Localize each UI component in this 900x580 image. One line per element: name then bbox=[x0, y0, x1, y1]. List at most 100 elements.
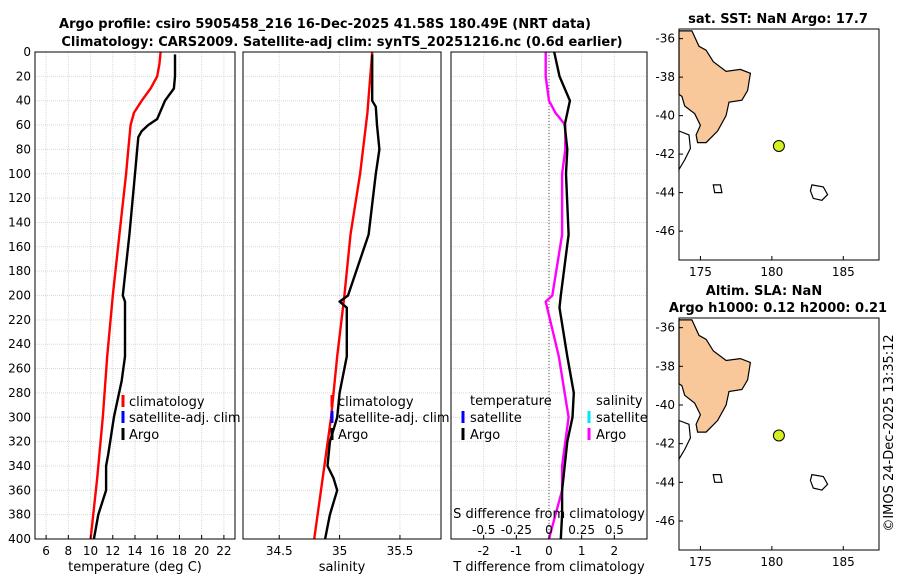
map-sla-axes-box bbox=[678, 317, 880, 551]
map-sla-panel: Altim. SLA: NaN Argo h1000: 0.12 h2000: … bbox=[655, 284, 887, 569]
map-lat-tick-label: -40 bbox=[655, 398, 675, 412]
difference-lines bbox=[544, 51, 575, 540]
depth-tick-label: 380 bbox=[8, 508, 31, 522]
map-lat-tick-label: -38 bbox=[655, 359, 675, 373]
legend-title-salinity: salinity bbox=[596, 394, 643, 409]
temperature-lines bbox=[89, 51, 177, 540]
series-line-t-difference bbox=[544, 52, 570, 540]
x-tick-label: 2 bbox=[611, 544, 619, 558]
depth-tick-label: 20 bbox=[16, 69, 31, 83]
salinity-legend: climatology satellite-adj. clim Argo bbox=[330, 395, 450, 443]
x-tick-label: 35.5 bbox=[387, 544, 414, 558]
depth-tick-label: 400 bbox=[8, 532, 31, 546]
x-tick-label: 0 bbox=[545, 544, 553, 558]
map-sla-tick-labels: 175 180 185 -36 -38 -40 -42 -44 -46 bbox=[655, 321, 854, 569]
temperature-tick-labels: 6 8 10 12 14 16 18 20 22 bbox=[42, 535, 232, 558]
map-sst-marks bbox=[772, 140, 785, 152]
depth-tick-label: 340 bbox=[8, 459, 31, 473]
difference-legend-temperature: temperature satellite Argo bbox=[461, 394, 552, 443]
figure-title-line1: Argo profile: csiro 5905458_216 16-Dec-2… bbox=[59, 17, 591, 32]
map-lat-tick-label: -46 bbox=[655, 224, 675, 238]
legend-title-temperature: temperature bbox=[470, 394, 552, 409]
land-small-island bbox=[712, 184, 723, 194]
x-tick-label: 6 bbox=[42, 544, 50, 558]
series-line-salinity-climatology bbox=[313, 51, 374, 540]
depth-tick-label: 220 bbox=[8, 313, 31, 327]
series-line-temperature-climatology bbox=[89, 51, 162, 540]
argo-float-position-marker bbox=[772, 429, 785, 442]
depth-tick-label: 200 bbox=[8, 289, 31, 303]
s-diff-tick-label: 0 bbox=[545, 523, 553, 537]
map-lat-tick-label: -42 bbox=[655, 437, 675, 451]
s-diff-tick-label: 0.5 bbox=[605, 523, 624, 537]
series-line-s-difference bbox=[553, 51, 575, 540]
x-tick-label: 22 bbox=[216, 544, 231, 558]
legend-label-satellite: satellite-adj. clim bbox=[129, 411, 241, 426]
depth-tick-labels: 0 20 40 60 80 100 120 140 160 180 200 220 240 260 280 3… bbox=[8, 45, 31, 546]
x-tick-label: 34.5 bbox=[266, 544, 293, 558]
temperature-xlabel: temperature (deg C) bbox=[68, 560, 202, 575]
map-sst-panel: sat. SST: NaN Argo: 17.7 175 180 185 -36 -38… bbox=[655, 12, 880, 279]
legend-label-temperature-satellite: satellite bbox=[470, 411, 522, 426]
land-chatham-islands bbox=[809, 473, 829, 491]
x-tick-label: -1 bbox=[510, 544, 522, 558]
series-line-temperature-argo bbox=[92, 54, 177, 540]
map-lat-tick-label: -38 bbox=[655, 70, 675, 84]
t-difference-tick-labels: -2 -1 0 1 2 bbox=[478, 535, 618, 558]
depth-tick-label: 180 bbox=[8, 264, 31, 278]
temperature-panel: 0 20 40 60 80 100 120 140 160 180 200 220 240 260 280 3… bbox=[8, 45, 241, 575]
salinity-tick-labels: 34.5 35 35.5 bbox=[266, 535, 413, 558]
x-tick-label: 1 bbox=[578, 544, 586, 558]
depth-tick-label: 280 bbox=[8, 386, 31, 400]
depth-tick-label: 80 bbox=[16, 142, 31, 156]
land-north-island bbox=[678, 30, 752, 144]
legend-label-temperature-argo: Argo bbox=[470, 428, 500, 443]
map-lat-tick-label: -44 bbox=[655, 186, 675, 200]
legend-label-climatology: climatology bbox=[338, 395, 414, 410]
x-tick-label: 12 bbox=[105, 544, 120, 558]
t-difference-xlabel: T difference from climatology bbox=[452, 560, 645, 575]
legend-label-salinity-argo: Argo bbox=[596, 428, 626, 443]
salinity-axes-box bbox=[242, 51, 442, 540]
depth-tick-label: 140 bbox=[8, 215, 31, 229]
x-tick-label: 8 bbox=[65, 544, 73, 558]
depth-tick-label: 240 bbox=[8, 337, 31, 351]
legend-label-satellite: satellite-adj. clim bbox=[338, 411, 450, 426]
x-tick-label: 10 bbox=[83, 544, 98, 558]
legend-label-argo: Argo bbox=[129, 428, 159, 443]
map-lon-tick-label: 185 bbox=[832, 555, 855, 569]
imos-timestamp-watermark: ©IMOS 24-Dec-2025 13:35:12 bbox=[882, 334, 897, 531]
land-north-island bbox=[678, 319, 752, 433]
x-tick-label: 20 bbox=[194, 544, 209, 558]
map-lon-tick-label: 185 bbox=[832, 265, 855, 279]
map-lon-tick-label: 175 bbox=[689, 555, 712, 569]
map-lat-tick-label: -36 bbox=[655, 32, 675, 46]
depth-tick-label: 100 bbox=[8, 167, 31, 181]
map-sla-title-line2: Argo h1000: 0.12 h2000: 0.21 bbox=[669, 301, 887, 316]
map-sst-axes-box bbox=[678, 28, 880, 261]
map-sla-title-line1: Altim. SLA: NaN bbox=[706, 284, 822, 299]
x-tick-label: 35 bbox=[332, 544, 347, 558]
map-lat-tick-label: -40 bbox=[655, 109, 675, 123]
temperature-grid bbox=[35, 51, 235, 540]
x-tick-label: 18 bbox=[172, 544, 187, 558]
land-small-island bbox=[712, 474, 723, 483]
salinity-lines bbox=[313, 51, 381, 540]
x-tick-label: 16 bbox=[150, 544, 165, 558]
salinity-xlabel: salinity bbox=[319, 560, 366, 575]
argo-float-position-marker bbox=[772, 140, 785, 152]
map-lat-tick-label: -36 bbox=[655, 321, 675, 335]
legend-label-argo: Argo bbox=[338, 428, 368, 443]
depth-tick-label: 320 bbox=[8, 435, 31, 449]
depth-tick-label: 120 bbox=[8, 191, 31, 205]
map-sst-title: sat. SST: NaN Argo: 17.7 bbox=[688, 12, 868, 27]
s-diff-tick-label: -0.25 bbox=[501, 523, 532, 537]
depth-tick-label: 360 bbox=[8, 483, 31, 497]
map-lat-tick-label: -46 bbox=[655, 514, 675, 528]
depth-tick-label: 160 bbox=[8, 240, 31, 254]
legend-label-climatology: climatology bbox=[129, 395, 205, 410]
map-lon-tick-label: 180 bbox=[760, 555, 783, 569]
s-diff-tick-label: 0.25 bbox=[568, 523, 595, 537]
difference-legend-salinity: salinity satellite Argo bbox=[587, 394, 648, 443]
